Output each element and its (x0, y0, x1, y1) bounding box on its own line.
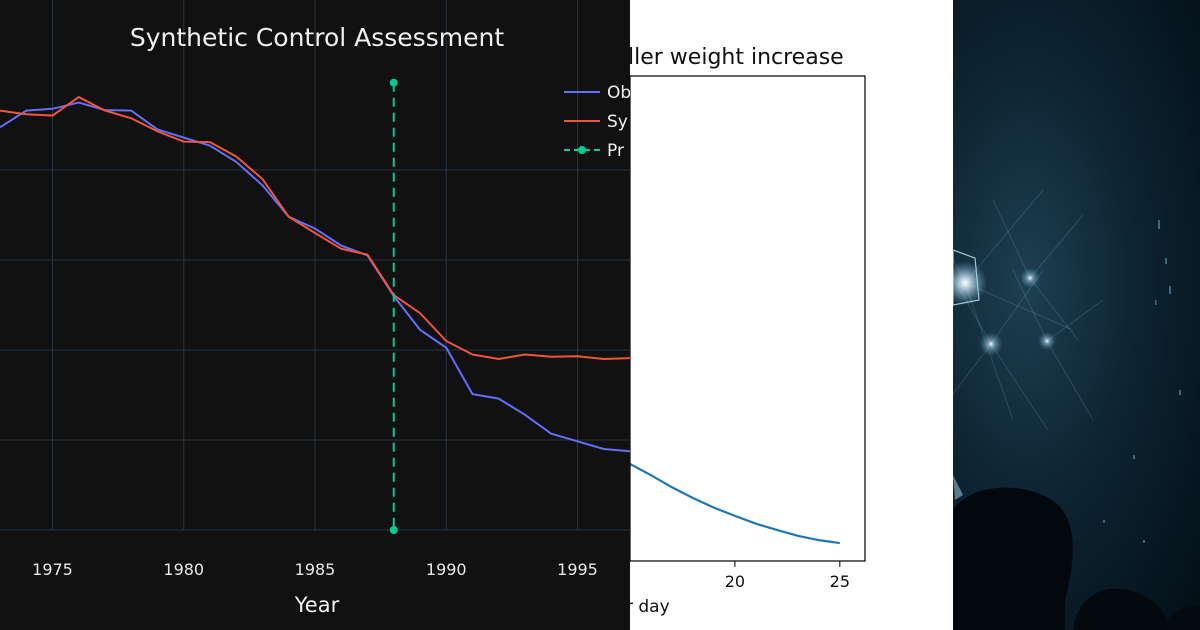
left-x-ticks: 1975 1980 1985 1990 1995 (32, 560, 598, 579)
left-chart-title: Synthetic Control Assessment (130, 23, 504, 52)
middle-chart-svg: 20 25 ller weight increase r day (630, 45, 866, 617)
left-x-tick-label: 1985 (295, 560, 336, 579)
left-x-tick-label: 1990 (426, 560, 467, 579)
left-gridlines (0, 0, 630, 531)
left-series-marker-2-0 (389, 78, 398, 87)
left-x-axis-label: Year (294, 593, 340, 617)
middle-series-line-0 (630, 463, 840, 545)
middle-x-ticks: 20 25 (725, 561, 850, 591)
left-legend: Ob Sy Pr (564, 83, 630, 161)
middle-chart-title: ller weight increase (630, 45, 844, 70)
concert-photo-art (953, 189, 1200, 630)
left-legend-label-0: Ob (607, 83, 630, 103)
middle-axes-frame (630, 75, 866, 562)
middle-x-tick-label: 20 (725, 572, 745, 591)
left-series-line-1 (0, 95, 630, 361)
left-chart-svg: 1975 1980 1985 1990 1995 Ob Sy Pr Synthetic Co… (0, 0, 630, 617)
middle-x-tick-label: 25 (830, 572, 850, 591)
left-chart-panel: 1975 1980 1985 1990 1995 Ob Sy Pr Synthetic Co… (0, 0, 630, 630)
middle-series-lines (630, 463, 840, 545)
left-legend-marker-2 (578, 146, 586, 154)
left-series-marker-2-1 (389, 526, 398, 534)
left-x-tick-label: 1980 (163, 560, 204, 579)
left-legend-label-1: Sy (607, 112, 628, 132)
left-legend-label-2: Pr (607, 141, 624, 161)
left-x-tick-label: 1995 (557, 560, 598, 579)
left-series-lines (0, 78, 630, 534)
left-x-tick-label: 1975 (32, 560, 73, 579)
middle-chart-panel: 20 25 ller weight increase r day (630, 0, 953, 630)
middle-x-axis-label: r day (630, 597, 670, 617)
concert-photo (953, 0, 1200, 630)
